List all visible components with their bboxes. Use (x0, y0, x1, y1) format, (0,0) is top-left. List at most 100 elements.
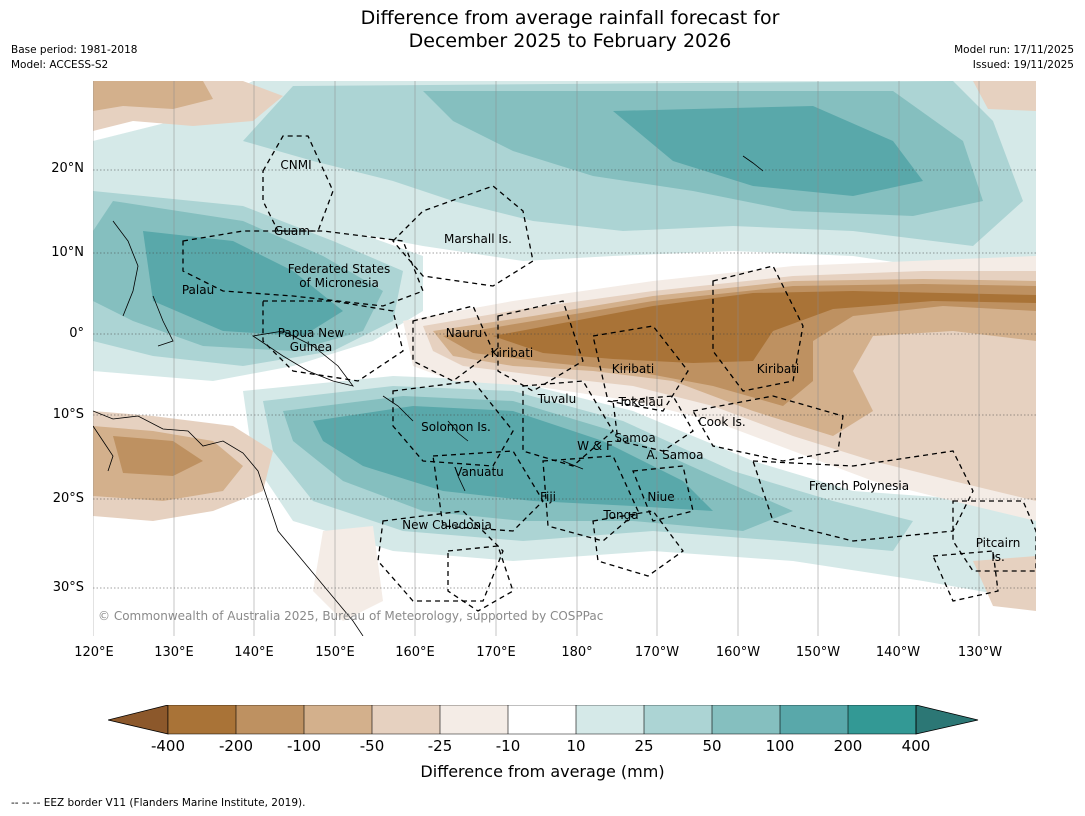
region-label-tokelau: Tokelau (618, 395, 664, 409)
colorbar-segment-4 (372, 705, 440, 734)
region-label-cook-islands: Cook Is. (698, 415, 746, 429)
colorbar-segment-2 (236, 705, 304, 734)
region-label-samoa: Samoa (614, 431, 656, 445)
colorbar-over (915, 704, 979, 735)
lon-label-170w: 170°W (634, 645, 680, 660)
lat-label-equator: 0° (69, 326, 84, 341)
base-period: Base period: 1981-2018 (11, 44, 138, 56)
region-label-guam: Guam (274, 224, 310, 238)
lon-label-160e: 160°E (395, 645, 435, 660)
colorbar-segment-3 (304, 705, 372, 734)
region-label-marshall: Marshall Is. (444, 232, 512, 246)
lon-label-160w: 160°W (715, 645, 761, 660)
colorbar-tick-25: 25 (634, 737, 654, 755)
model-name: Model: ACCESS-S2 (11, 59, 109, 71)
spcz-core (313, 406, 713, 511)
colorbar-dividers (167, 704, 917, 735)
colorbar-segment-6 (508, 705, 576, 734)
lat-label-20n: 20°N (51, 161, 84, 176)
dry-south-patch (313, 526, 383, 621)
colorbar-label: Difference from average (mm) (420, 762, 665, 781)
region-label-tuvalu: Tuvalu (537, 392, 577, 406)
colorbar-segment-8 (644, 705, 712, 734)
colorbar-tick-400: 400 (901, 737, 931, 755)
dry-australia-core (113, 436, 203, 476)
colorbar-segment-1 (168, 705, 236, 734)
colorbar-segment-7 (576, 705, 644, 734)
region-label-png-line2: Guinea (289, 340, 333, 354)
colorbar-svg (107, 704, 979, 735)
region-label-new-caledonia: New Caledonia (402, 518, 492, 532)
model-run: Model run: 17/11/2025 (954, 44, 1074, 56)
lon-label-180: 180° (561, 645, 593, 660)
region-label-fiji: Fiji (539, 490, 557, 504)
coastlines (93, 155, 764, 636)
colorbar (107, 704, 980, 739)
region-label-png: Papua New Guinea (278, 326, 345, 354)
eez-footnote: -- -- -- EEZ border V11 (Flanders Marine… (11, 797, 306, 809)
colorbar-tick-minus50: -50 (359, 737, 385, 755)
region-label-fsm-line2: of Micronesia (299, 276, 379, 290)
meta-left: Base period: 1981-2018 Model: ACCESS-S2 (11, 43, 137, 73)
dry-nw-patch-core (93, 81, 213, 111)
region-label-pitcairn: Pitcairn Is. (976, 536, 1021, 564)
region-label-cnmi: CNMI (280, 158, 312, 172)
colorbar-tick-minus10: -10 (495, 737, 521, 755)
region-label-american-samoa: A. Samoa (646, 448, 704, 462)
region-label-vanuatu: Vanuatu (454, 465, 504, 479)
copyright-notice: © Commonwealth of Australia 2025, Bureau… (98, 609, 604, 623)
lat-label-10n: 10°N (51, 245, 84, 260)
dry-ne-patch (973, 81, 1036, 111)
wet-band-north-core (613, 106, 923, 196)
lat-label-10s: 10°S (52, 407, 84, 422)
lon-label-130w: 130°W (957, 645, 1003, 660)
region-label-kiribati-east: Kiribati (756, 362, 800, 376)
colorbar-tick-10: 10 (566, 737, 586, 755)
region-label-tonga: Tonga (603, 508, 639, 522)
lat-label-20s: 20°S (52, 491, 84, 506)
region-label-fsm: Federated States of Micronesia (288, 262, 390, 290)
lon-label-140e: 140°E (234, 645, 274, 660)
rainfall-map (93, 81, 1036, 636)
dry-se-patch (973, 556, 1036, 611)
region-label-solomon-islands: Solomon Is. (421, 420, 491, 434)
colorbar-segment-9 (712, 705, 780, 734)
lon-label-150w: 150°W (795, 645, 841, 660)
region-label-niue: Niue (647, 490, 675, 504)
region-label-png-line1: Papua New (277, 326, 345, 340)
colorbar-tick-50: 50 (702, 737, 722, 755)
lon-label-140w: 140°W (875, 645, 921, 660)
colorbar-segment-10 (780, 705, 848, 734)
rainfall-map-svg (93, 81, 1036, 636)
colorbar-tick-minus100: -100 (286, 737, 322, 755)
issued-date: Issued: 19/11/2025 (972, 59, 1074, 71)
colorbar-under (107, 704, 169, 735)
map-meridians (93, 81, 980, 636)
colorbar-segment-11 (848, 705, 916, 734)
title-line-1: Difference from average rainfall forecas… (360, 7, 780, 29)
colorbar-tick-minus400: -400 (150, 737, 186, 755)
colorbar-tick-200: 200 (833, 737, 863, 755)
colorbar-tick-minus25: -25 (427, 737, 453, 755)
lon-label-150e: 150°E (315, 645, 355, 660)
title-line-2: December 2025 to February 2026 (408, 30, 732, 52)
region-label-pitcairn-line2: Is. (991, 550, 1005, 564)
chart-title: Difference from average rainfall forecas… (0, 7, 1085, 53)
lon-label-130e: 130°E (154, 645, 194, 660)
eez-borders (182, 135, 1036, 612)
lon-label-120e: 120°E (74, 645, 114, 660)
region-label-wallis-futuna: W & F (577, 439, 613, 453)
lat-label-30s: 30°S (52, 580, 84, 595)
lon-label-170e: 170°E (476, 645, 516, 660)
region-label-fsm-line1: Federated States (287, 262, 391, 276)
meta-right: Model run: 17/11/2025 Issued: 19/11/2025 (954, 43, 1074, 73)
region-label-french-polynesia: French Polynesia (808, 479, 910, 493)
dry-tongue-core (493, 291, 1036, 363)
region-label-pitcairn-line1: Pitcairn (975, 536, 1021, 550)
colorbar-tick-minus200: -200 (218, 737, 254, 755)
region-label-kiribati-west: Kiribati (490, 346, 534, 360)
region-label-palau: Palau (181, 283, 215, 297)
wet-west-core (143, 231, 343, 336)
colorbar-tick-100: 100 (765, 737, 795, 755)
colorbar-segment-5 (440, 705, 508, 734)
